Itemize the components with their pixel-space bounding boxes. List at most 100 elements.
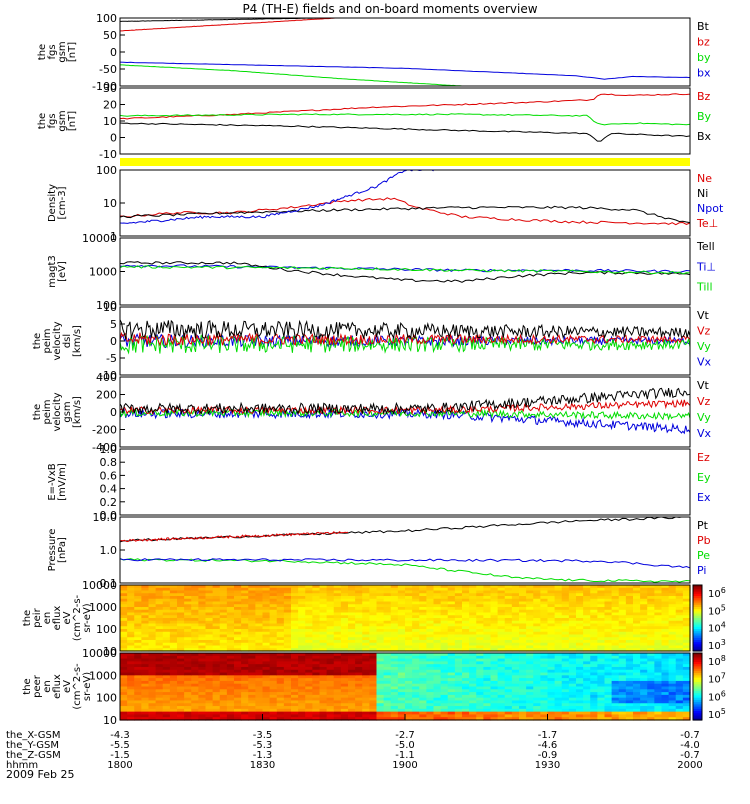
heatmap-cell — [376, 689, 385, 693]
heatmap-cell — [426, 664, 435, 668]
heatmap-cell — [390, 669, 399, 674]
heatmap-cell — [191, 620, 199, 625]
series-line-bx — [120, 61, 690, 80]
heatmap-cell — [198, 612, 207, 616]
heatmap-cell — [668, 615, 677, 619]
heatmap-cell — [618, 626, 627, 630]
heatmap-cell — [633, 717, 641, 721]
heatmap-cell — [412, 683, 420, 688]
heatmap-cell — [547, 697, 556, 702]
heatmap-cell — [333, 620, 342, 625]
heatmap-cell — [205, 714, 214, 718]
heatmap-cell — [184, 618, 192, 622]
heatmap-cell — [397, 706, 406, 710]
heatmap-cell — [576, 590, 584, 594]
heatmap-cell — [405, 645, 413, 649]
heatmap-cell — [647, 642, 655, 647]
heatmap-cell — [177, 655, 185, 660]
heatmap-cell — [262, 593, 271, 597]
heatmap-cell — [554, 683, 563, 688]
heatmap-cell — [262, 675, 271, 679]
heatmap-cell — [162, 629, 171, 633]
heatmap-cell — [576, 703, 584, 707]
y-tick-label: 10.0 — [93, 511, 118, 524]
series-line-Till — [120, 265, 690, 275]
heatmap-cell — [305, 634, 313, 638]
heatmap-cell — [519, 694, 527, 699]
heatmap-cell — [127, 590, 135, 594]
heatmap-cell — [383, 694, 392, 699]
heatmap-cell — [618, 669, 627, 674]
heatmap-cell — [519, 708, 527, 713]
heatmap-cell — [362, 593, 370, 597]
colorbar-segment — [693, 642, 702, 645]
heatmap-cell — [390, 689, 399, 693]
axis-row-value: -4.3 — [110, 730, 130, 741]
colorbar-tick-label: 107 — [708, 672, 726, 686]
heatmap-cell — [625, 585, 634, 589]
heatmap-cell — [419, 585, 427, 589]
heatmap-cell — [661, 675, 670, 679]
heatmap-cell — [440, 623, 449, 627]
heatmap-cell — [583, 711, 591, 716]
heatmap-cell — [633, 658, 641, 662]
heatmap-cell — [433, 587, 442, 592]
heatmap-cell — [540, 661, 549, 665]
heatmap-cell — [148, 629, 157, 633]
heatmap-cell — [355, 703, 363, 707]
heatmap-cell — [682, 680, 691, 685]
heatmap-cell — [675, 694, 684, 699]
heatmap-cell — [184, 645, 192, 649]
heatmap-cell — [682, 669, 691, 674]
heatmap-cell — [576, 604, 584, 608]
heatmap-cell — [383, 700, 392, 704]
heatmap-cell — [547, 637, 556, 641]
heatmap-cell — [519, 700, 527, 704]
heatmap-cell — [234, 631, 242, 636]
heatmap-cell — [675, 666, 684, 671]
heatmap-cell — [312, 626, 321, 630]
y-tick-label: 10000 — [82, 232, 117, 245]
heatmap-cell — [590, 637, 598, 641]
heatmap-cell — [661, 637, 670, 641]
heatmap-cell — [390, 607, 399, 611]
heatmap-cell — [141, 640, 150, 644]
heatmap-cell — [647, 648, 655, 652]
heatmap-cell — [554, 653, 563, 657]
heatmap-cell — [169, 585, 178, 589]
heatmap-cell — [412, 604, 420, 608]
heatmap-cell — [597, 672, 606, 676]
heatmap-cell — [526, 598, 534, 603]
heatmap-cell — [348, 653, 356, 657]
heatmap-cell — [661, 596, 670, 600]
heatmap-cell — [141, 648, 150, 652]
heatmap-cell — [483, 604, 492, 608]
heatmap-cell — [141, 700, 150, 704]
heatmap-cell — [682, 631, 691, 636]
heatmap-cell — [611, 645, 620, 649]
heatmap-cell — [668, 666, 677, 671]
heatmap-cell — [155, 680, 164, 685]
heatmap-cell — [248, 626, 256, 630]
heatmap-cell — [625, 645, 634, 649]
heatmap-cell — [348, 637, 356, 641]
heatmap-cell — [433, 645, 442, 649]
heatmap-cell — [312, 708, 321, 713]
heatmap-cell — [198, 700, 207, 704]
heatmap-cell — [355, 640, 363, 644]
heatmap-cell — [262, 607, 271, 611]
heatmap-cell — [141, 694, 150, 699]
heatmap-cell — [583, 680, 591, 685]
heatmap-cell — [561, 675, 570, 679]
heatmap-cell — [198, 587, 207, 592]
heatmap-cell — [155, 678, 164, 682]
heatmap-cell — [412, 706, 420, 710]
heatmap-cell — [440, 666, 449, 671]
heatmap-cell — [419, 697, 427, 702]
axis-row-value: -5.0 — [395, 740, 415, 751]
heatmap-cell — [519, 717, 527, 721]
heatmap-cell — [298, 590, 306, 594]
heatmap-cell — [447, 700, 456, 704]
heatmap-cell — [426, 637, 435, 641]
heatmap-cell — [526, 585, 534, 589]
